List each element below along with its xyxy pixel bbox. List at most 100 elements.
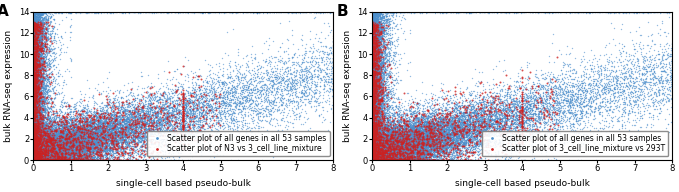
Point: [100, 147, 111, 150]
Point: [55, 143, 66, 146]
Point: [81, 159, 92, 162]
Point: [397, 137, 408, 140]
Point: [369, 159, 380, 162]
Point: [35, 145, 45, 148]
Point: [369, 111, 380, 114]
Point: [380, 137, 391, 140]
Point: [116, 159, 127, 162]
Point: [29, 30, 39, 33]
Point: [371, 86, 382, 89]
Point: [367, 130, 378, 133]
Legend: Scatter plot of all genes in all 53 samples, Scatter plot of N3 vs 3_cell_line_m: Scatter plot of all genes in all 53 samp…: [147, 131, 329, 156]
Point: [584, 105, 595, 108]
Point: [411, 137, 422, 140]
Point: [37, 91, 48, 94]
Point: [268, 88, 279, 91]
Point: [378, 159, 388, 162]
Point: [496, 110, 507, 113]
Point: [120, 133, 130, 136]
Point: [369, 61, 380, 64]
Point: [29, 21, 39, 24]
Point: [409, 133, 420, 137]
Point: [377, 136, 388, 139]
Point: [368, 130, 379, 133]
Point: [29, 129, 39, 132]
Point: [130, 10, 141, 13]
Point: [387, 124, 398, 127]
Point: [269, 93, 280, 96]
Point: [238, 95, 249, 98]
Point: [69, 159, 80, 162]
Point: [30, 144, 41, 147]
Point: [439, 129, 450, 132]
Point: [592, 97, 603, 100]
Point: [328, 40, 339, 43]
Point: [29, 153, 40, 156]
Point: [50, 157, 60, 160]
Point: [48, 138, 58, 141]
Point: [116, 126, 127, 129]
Point: [33, 149, 43, 152]
Point: [96, 126, 107, 129]
Point: [376, 29, 387, 32]
Point: [385, 149, 396, 152]
Point: [43, 33, 54, 36]
Point: [394, 110, 405, 113]
Point: [184, 132, 195, 135]
Point: [382, 20, 392, 23]
Point: [369, 159, 380, 162]
Point: [369, 144, 380, 147]
Point: [136, 135, 147, 138]
Point: [367, 89, 378, 92]
Point: [369, 152, 380, 155]
Point: [35, 87, 45, 90]
Point: [30, 138, 41, 141]
Point: [29, 159, 39, 162]
Point: [446, 118, 457, 121]
Point: [369, 142, 380, 145]
Point: [38, 137, 49, 140]
Point: [376, 128, 387, 131]
Point: [218, 103, 229, 106]
Point: [653, 49, 663, 52]
Point: [368, 146, 379, 149]
Point: [58, 137, 69, 140]
Point: [99, 159, 110, 162]
Point: [41, 140, 52, 143]
Point: [388, 150, 399, 153]
Point: [419, 118, 430, 121]
Point: [62, 139, 73, 142]
Point: [410, 156, 421, 160]
Point: [304, 88, 314, 91]
Point: [48, 136, 59, 139]
Point: [31, 159, 41, 162]
Point: [368, 11, 379, 14]
Point: [382, 119, 393, 122]
Point: [156, 118, 167, 121]
Point: [276, 119, 287, 122]
Point: [45, 159, 56, 162]
Point: [181, 105, 191, 108]
Point: [125, 144, 136, 147]
Point: [492, 136, 502, 139]
Point: [111, 143, 122, 146]
Point: [374, 159, 385, 162]
Point: [595, 10, 606, 13]
Point: [36, 100, 47, 103]
Point: [39, 128, 50, 132]
Point: [99, 159, 110, 162]
Point: [33, 61, 44, 65]
Point: [369, 159, 380, 162]
Point: [30, 152, 41, 155]
Point: [367, 47, 378, 50]
Point: [387, 119, 398, 122]
Point: [388, 159, 399, 162]
Point: [432, 153, 443, 156]
Point: [373, 82, 384, 85]
Point: [392, 157, 403, 160]
Point: [218, 90, 229, 93]
Point: [373, 34, 384, 37]
Point: [369, 119, 380, 122]
Point: [79, 133, 90, 136]
Point: [568, 90, 579, 93]
